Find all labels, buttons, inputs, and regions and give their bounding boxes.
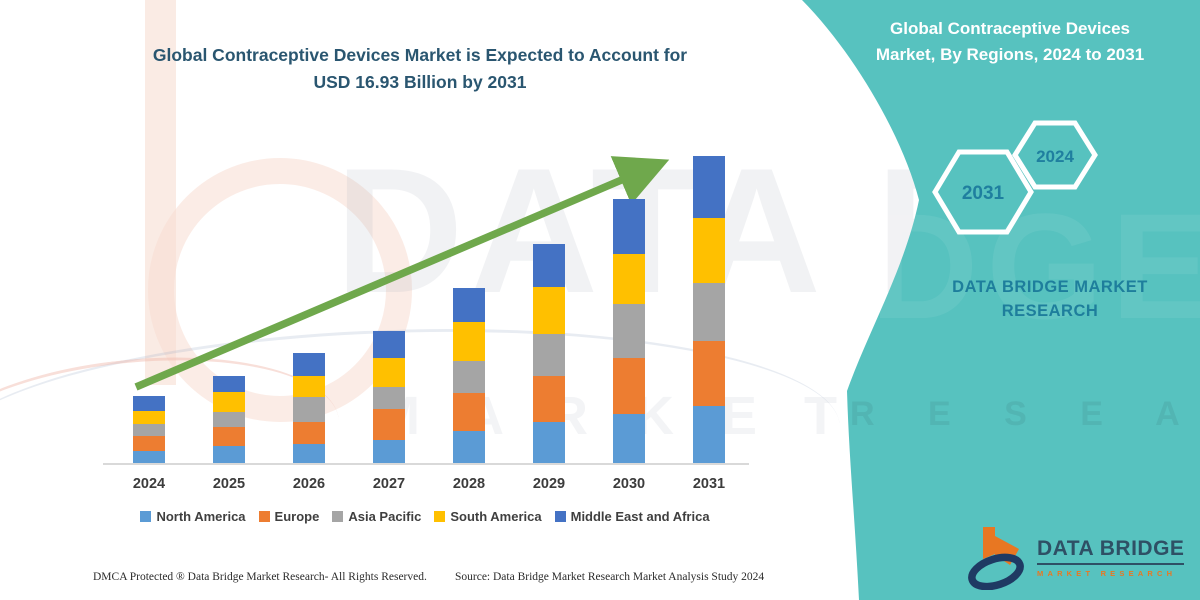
legend-swatch-icon bbox=[140, 511, 152, 522]
segment-south-america bbox=[373, 358, 405, 387]
segment-south-america bbox=[613, 254, 645, 304]
x-axis-label-2029: 2029 bbox=[532, 476, 566, 492]
segment-south-america bbox=[133, 411, 165, 424]
legend-label: Europe bbox=[274, 509, 320, 524]
legend-swatch-icon bbox=[258, 511, 270, 522]
segment-middle-east-and-africa bbox=[533, 244, 565, 287]
segment-middle-east-and-africa bbox=[693, 156, 725, 218]
segment-north-america bbox=[533, 422, 565, 464]
segment-middle-east-and-africa bbox=[613, 199, 645, 254]
segment-north-america bbox=[133, 451, 165, 464]
x-axis-label-2028: 2028 bbox=[452, 476, 486, 492]
legend-item-north-america: North America bbox=[140, 509, 246, 524]
segment-europe bbox=[213, 427, 245, 446]
segment-asia-pacific bbox=[133, 424, 165, 436]
x-axis-label-2027: 2027 bbox=[372, 476, 406, 492]
x-axis-label-2031: 2031 bbox=[692, 476, 726, 492]
bar-2029 bbox=[533, 244, 565, 464]
bar-2024 bbox=[133, 396, 165, 464]
segment-north-america bbox=[293, 444, 325, 464]
segment-europe bbox=[133, 436, 165, 451]
chart-title-line1: Global Contraceptive Devices Market is E… bbox=[152, 45, 688, 65]
segment-middle-east-and-africa bbox=[293, 353, 325, 376]
x-axis-label-2030: 2030 bbox=[612, 476, 646, 492]
segment-europe bbox=[533, 376, 565, 422]
x-axis-label-2025: 2025 bbox=[212, 476, 246, 492]
legend-swatch-icon bbox=[434, 511, 446, 522]
chart-title-line2: USD 16.93 Billion by 2031 bbox=[313, 72, 527, 93]
segment-south-america bbox=[453, 322, 485, 361]
segment-south-america bbox=[293, 376, 325, 397]
chart-legend: North America Europe Asia Pacific South Ame… bbox=[95, 509, 755, 524]
segment-asia-pacific bbox=[293, 397, 325, 422]
bar-2031 bbox=[693, 156, 725, 464]
bar-2025 bbox=[213, 376, 245, 464]
dmca-notice: DMCA Protected ® Data Bridge Market Rese… bbox=[93, 571, 427, 583]
chart-title: Global Contraceptive Devices Market is E… bbox=[110, 42, 730, 96]
segment-europe bbox=[293, 422, 325, 444]
segment-north-america bbox=[453, 431, 485, 464]
source-note: Source: Data Bridge Market Research Mark… bbox=[455, 571, 765, 583]
segment-asia-pacific bbox=[453, 361, 485, 393]
legend-item-middle-east-and-africa: Middle East and Africa bbox=[554, 509, 710, 524]
legend-label: Middle East and Africa bbox=[570, 509, 710, 524]
legend-item-asia-pacific: Asia Pacific bbox=[332, 509, 421, 524]
segment-north-america bbox=[213, 446, 245, 464]
segment-south-america bbox=[533, 287, 565, 334]
legend-item-europe: Europe bbox=[258, 509, 320, 524]
segment-north-america bbox=[693, 406, 725, 464]
legend-label: Asia Pacific bbox=[348, 509, 422, 524]
segment-asia-pacific bbox=[373, 387, 405, 409]
bar-2030 bbox=[613, 199, 645, 464]
segment-south-america bbox=[693, 218, 725, 283]
segment-north-america bbox=[613, 414, 645, 464]
segment-north-america bbox=[373, 440, 405, 464]
segment-asia-pacific bbox=[693, 283, 725, 341]
segment-europe bbox=[373, 409, 405, 440]
segment-middle-east-and-africa bbox=[453, 288, 485, 322]
segment-middle-east-and-africa bbox=[213, 376, 245, 392]
segment-asia-pacific bbox=[533, 334, 565, 376]
legend-swatch-icon bbox=[554, 511, 566, 522]
legend-item-south-america: South America bbox=[434, 509, 542, 524]
segment-asia-pacific bbox=[613, 304, 645, 358]
segment-europe bbox=[613, 358, 645, 414]
legend-label: North America bbox=[156, 509, 246, 524]
x-axis-line bbox=[103, 463, 749, 465]
bar-2028 bbox=[453, 288, 485, 464]
segment-middle-east-and-africa bbox=[373, 331, 405, 358]
segment-asia-pacific bbox=[213, 412, 245, 427]
x-axis-label-2026: 2026 bbox=[292, 476, 326, 492]
bar-2027 bbox=[373, 331, 405, 464]
segment-middle-east-and-africa bbox=[133, 396, 165, 411]
x-axis-label-2024: 2024 bbox=[132, 476, 166, 492]
segment-europe bbox=[453, 393, 485, 431]
segment-south-america bbox=[213, 392, 245, 412]
legend-swatch-icon bbox=[332, 511, 344, 522]
bar-2026 bbox=[293, 353, 325, 464]
segment-europe bbox=[693, 341, 725, 406]
legend-label: South America bbox=[450, 509, 542, 524]
